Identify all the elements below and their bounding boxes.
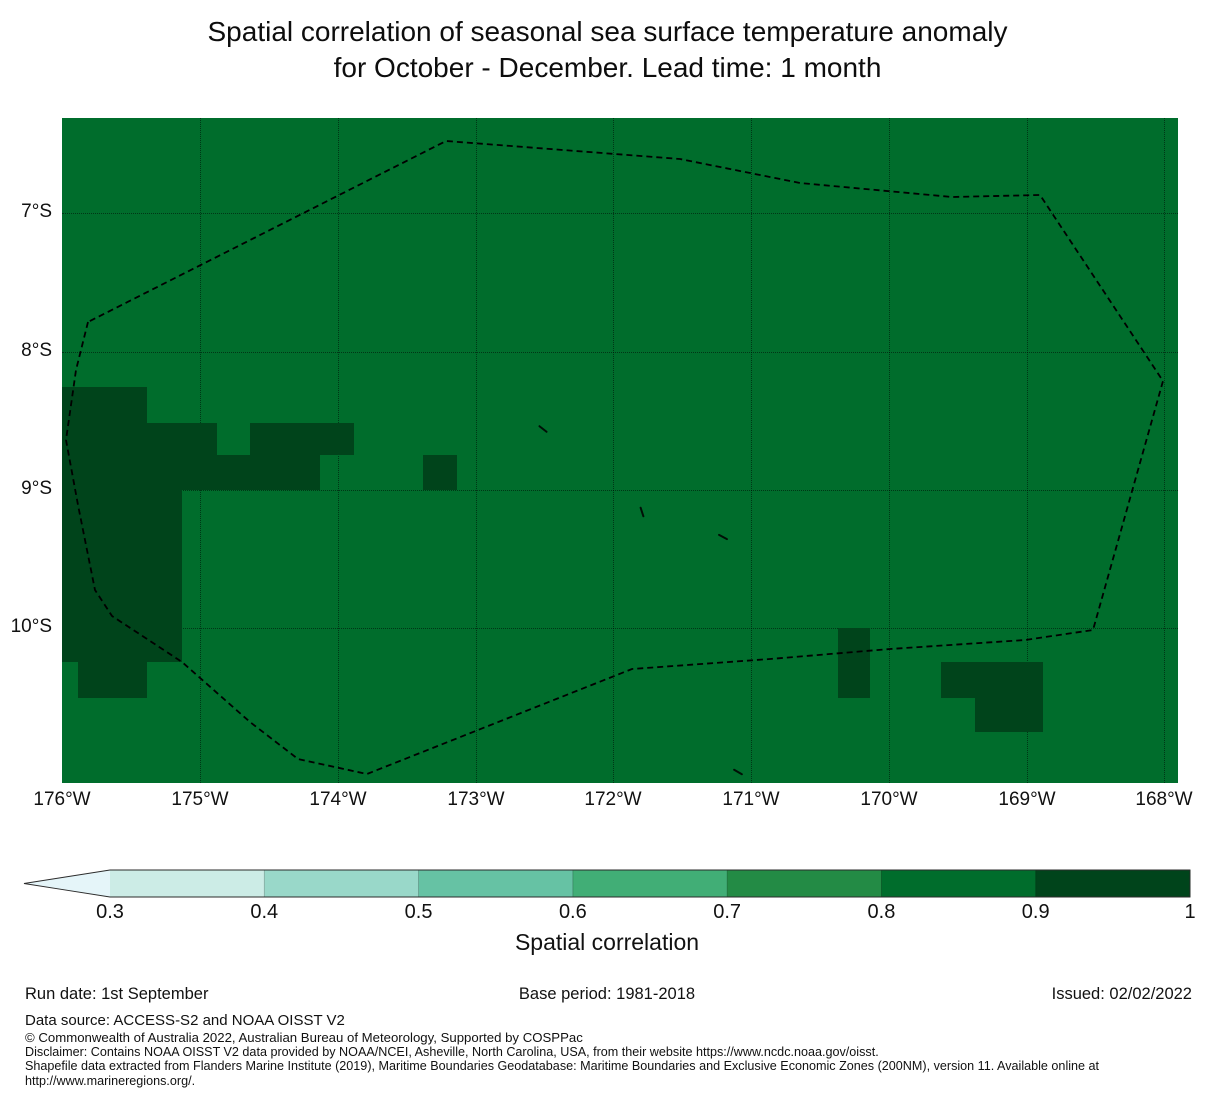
copyright-text: © Commonwealth of Australia 2022, Austra… xyxy=(25,1030,583,1045)
colorbar-tick-label: 0.6 xyxy=(558,901,587,923)
colorbar-outline xyxy=(23,869,1191,898)
colorbar-tick-label: 1 xyxy=(1184,901,1196,923)
map-panel xyxy=(62,118,1178,783)
island-mark xyxy=(733,768,743,776)
x-tick-label: 174°W xyxy=(309,789,367,810)
high-correlation-cell xyxy=(250,423,354,455)
title-line-2: for October - December. Lead time: 1 mon… xyxy=(333,52,882,83)
high-correlation-cell xyxy=(423,455,457,490)
meridian-gridline xyxy=(613,118,614,783)
data-source-text: Data source: ACCESS-S2 and NOAA OISST V2 xyxy=(25,1012,345,1029)
meridian-gridline xyxy=(1164,118,1165,783)
x-tick-label: 171°W xyxy=(722,789,780,810)
parallel-gridline xyxy=(62,490,1178,491)
colorbar-bar xyxy=(23,869,1191,898)
parallel-gridline xyxy=(62,352,1178,353)
meridian-gridline xyxy=(751,118,752,783)
colorbar-segment xyxy=(727,870,882,897)
x-tick-label: 169°W xyxy=(998,789,1056,810)
y-tick-label: 8°S xyxy=(21,340,52,361)
colorbar-segment xyxy=(1035,870,1191,897)
colorbar-tick-label: 0.8 xyxy=(867,901,896,923)
issued-text: Issued: 02/02/2022 xyxy=(1051,985,1192,1003)
x-tick-label: 172°W xyxy=(584,789,642,810)
x-tick-label: 170°W xyxy=(860,789,918,810)
meridian-gridline xyxy=(889,118,890,783)
y-tick-label: 10°S xyxy=(10,616,52,637)
high-correlation-cell xyxy=(838,628,870,698)
high-correlation-cell xyxy=(62,423,217,455)
fine-print: © Commonwealth of Australia 2022, Austra… xyxy=(25,1030,1100,1088)
y-tick-label: 9°S xyxy=(21,478,52,499)
high-correlation-cell xyxy=(62,455,320,490)
colorbar-segment xyxy=(881,870,1037,897)
parallel-gridline xyxy=(62,628,1178,629)
meridian-gridline xyxy=(476,118,477,783)
colorbar-segment xyxy=(572,870,728,897)
high-correlation-cell xyxy=(941,662,1043,698)
x-tick-label: 175°W xyxy=(171,789,229,810)
run-date-text: Run date: 1st September xyxy=(25,985,209,1003)
y-tick-label: 7°S xyxy=(21,201,52,222)
island-mark xyxy=(538,425,548,433)
shapefile-text-line1: Shapefile data extracted from Flanders M… xyxy=(25,1059,1100,1074)
map-overlay xyxy=(65,140,1164,776)
colorbar-segment xyxy=(418,870,574,897)
eez-boundary-dashed-line xyxy=(65,140,1164,775)
disclaimer-text: Disclaimer: Contains NOAA OISST V2 data … xyxy=(25,1045,879,1060)
high-correlation-cell xyxy=(78,662,147,698)
colorbar-tick-label: 0.3 xyxy=(96,901,124,923)
high-correlation-cell xyxy=(975,698,1043,732)
high-correlation-cell xyxy=(62,490,182,662)
colorbar-underflow-arrow xyxy=(24,870,110,897)
parallel-gridline xyxy=(62,213,1178,214)
island-mark xyxy=(718,533,728,541)
shapefile-text-line2: http://www.marineregions.org/. xyxy=(25,1073,196,1088)
colorbar-tick-label: 0.9 xyxy=(1021,901,1050,923)
figure-title: Spatial correlation of seasonal sea surf… xyxy=(0,14,1215,86)
x-tick-label: 176°W xyxy=(33,789,91,810)
title-line-1: Spatial correlation of seasonal sea surf… xyxy=(207,16,1008,47)
x-tick-label: 173°W xyxy=(447,789,505,810)
high-correlation-cell xyxy=(62,387,147,423)
colorbar-segment xyxy=(264,870,420,897)
colorbar-tick-label: 0.7 xyxy=(713,901,742,923)
base-period-text: Base period: 1981-2018 xyxy=(518,985,696,1003)
meridian-gridline xyxy=(1027,118,1028,783)
colorbar-label: Spatial correlation xyxy=(514,929,700,955)
colorbar-tick-label: 0.4 xyxy=(250,901,279,923)
island-mark xyxy=(639,506,645,518)
colorbar-segment xyxy=(110,870,265,897)
x-tick-label: 168°W xyxy=(1135,789,1193,810)
colorbar-tick-label: 0.5 xyxy=(404,901,433,923)
